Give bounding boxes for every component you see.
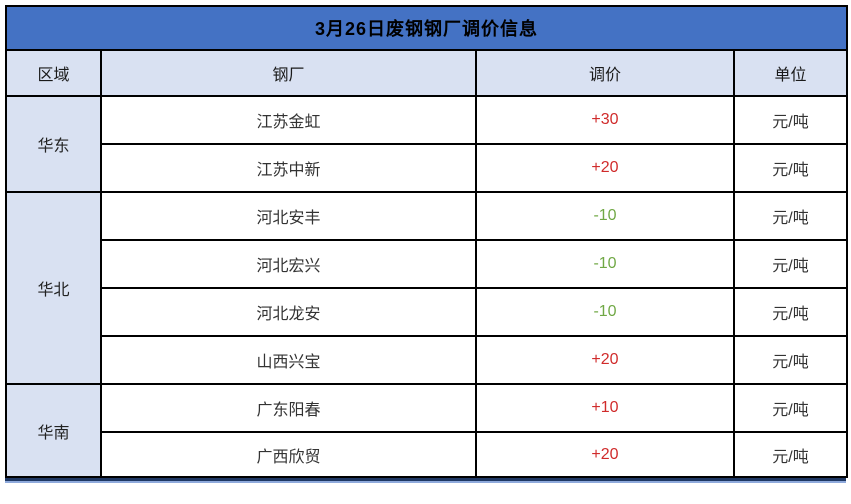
- table-row: 河北龙安 -10 元/吨: [6, 287, 849, 337]
- table-row: 华东 江苏金虹 +30 元/吨: [5, 95, 849, 193]
- mill-name: 河北宏兴: [100, 239, 477, 289]
- table-row: 河北宏兴 -10 元/吨: [6, 239, 849, 289]
- table-title-row: 3月26日废钢钢厂调价信息: [4, 5, 849, 51]
- table-title: 3月26日废钢钢厂调价信息: [4, 5, 849, 51]
- table-row: 山西兴宝 +20 元/吨: [6, 335, 849, 385]
- change-value: +10: [475, 383, 735, 433]
- unit-value: 元/吨: [732, 383, 849, 433]
- table-header-row: 区域 钢厂 调价 单位: [5, 49, 849, 97]
- unit-value: 元/吨: [732, 143, 849, 193]
- price-table-wrapper: 3月26日废钢钢厂调价信息 区域 钢厂 调价 单位 华东 江苏金虹 +30 元/…: [4, 5, 849, 481]
- table-row: 江苏中新 +20 元/吨: [6, 143, 849, 193]
- column-header-unit: 单位: [732, 49, 849, 97]
- price-adjustment-table: 3月26日废钢钢厂调价信息 区域 钢厂 调价 单位 华东 江苏金虹 +30 元/…: [4, 5, 849, 478]
- column-header-mill: 钢厂: [100, 49, 477, 97]
- mill-name: 山西兴宝: [100, 335, 477, 385]
- mill-name: 广西欣贸: [100, 431, 477, 478]
- mill-name: 广东阳春: [100, 383, 477, 433]
- mill-name: 江苏中新: [100, 143, 477, 193]
- change-value: +20: [475, 143, 735, 193]
- table-row: 华北 河北安丰 -10 元/吨: [5, 191, 849, 385]
- unit-value: 元/吨: [732, 95, 849, 145]
- change-value: +20: [475, 431, 735, 478]
- mill-name: 河北龙安: [100, 287, 477, 337]
- change-value: -10: [475, 191, 735, 241]
- change-value: +20: [475, 335, 735, 385]
- region-cell-huadong: 华东: [5, 95, 102, 193]
- change-value: +30: [475, 95, 735, 145]
- unit-value: 元/吨: [732, 287, 849, 337]
- unit-value: 元/吨: [732, 431, 849, 478]
- region-cell-huabei: 华北: [5, 191, 102, 385]
- mill-name: 河北安丰: [100, 191, 477, 241]
- change-value: -10: [475, 287, 735, 337]
- table-row: 华南 广东阳春 +10 元/吨: [5, 383, 849, 478]
- column-header-region: 区域: [5, 49, 102, 97]
- unit-value: 元/吨: [732, 335, 849, 385]
- unit-value: 元/吨: [732, 239, 849, 289]
- mill-name: 江苏金虹: [100, 95, 477, 145]
- column-header-change: 调价: [475, 49, 735, 97]
- unit-value: 元/吨: [732, 191, 849, 241]
- region-cell-huanan: 华南: [5, 383, 102, 478]
- change-value: -10: [475, 239, 735, 289]
- table-row: 广西欣贸 +20 元/吨: [6, 431, 849, 478]
